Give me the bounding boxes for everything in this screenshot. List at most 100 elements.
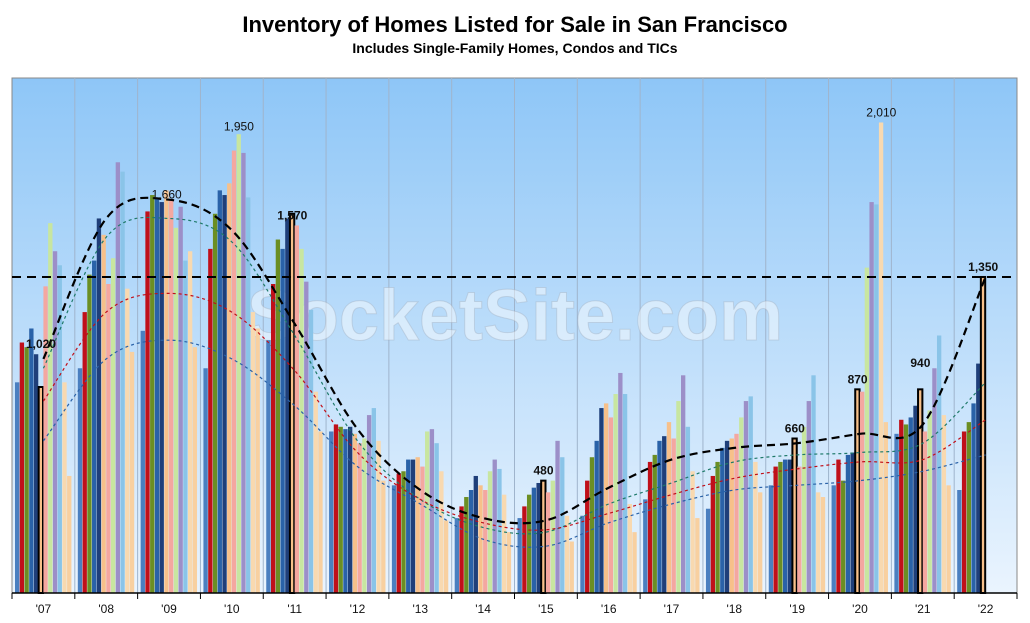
bar [304, 281, 309, 593]
x-tick-label: '15 [538, 602, 554, 616]
bar [854, 388, 861, 594]
x-tick-label: '13 [412, 602, 428, 616]
bar [564, 515, 570, 593]
bar [348, 426, 353, 593]
bar [429, 429, 435, 593]
bar [734, 433, 739, 593]
watermark-text: SocketSite.com [247, 276, 783, 356]
x-axis: '07 '08 '09 '10 '11 '12 '13 '14 '15 '16 '17 '18 '19 '… [11, 592, 1018, 616]
bar [720, 447, 725, 593]
bar [894, 433, 899, 593]
x-tick-label: '21 [915, 602, 931, 616]
bar [19, 342, 25, 593]
bar [869, 202, 874, 593]
bar [647, 461, 653, 593]
bar [43, 286, 48, 593]
bar [550, 480, 555, 593]
bar [159, 202, 164, 593]
data-label: 2,010 [866, 106, 896, 120]
bar [241, 152, 246, 593]
bar [96, 218, 102, 593]
bar [150, 195, 155, 594]
bar [420, 466, 425, 593]
bar [352, 433, 358, 593]
x-tick-label: '08 [98, 602, 114, 616]
data-label: 480 [533, 464, 553, 478]
bar [120, 171, 125, 593]
bar [443, 520, 449, 593]
bar [864, 267, 870, 593]
bar [666, 422, 672, 593]
bar [845, 454, 851, 593]
bar [425, 431, 430, 593]
bar [313, 391, 318, 593]
x-tick-label: '09 [161, 602, 177, 616]
bar [187, 251, 193, 594]
bar [183, 260, 188, 593]
bar [859, 391, 865, 593]
bar [492, 459, 497, 593]
trend-line-dotted-teal [42, 216, 987, 535]
bar [92, 260, 97, 593]
bar [555, 440, 560, 593]
bar [917, 388, 924, 594]
bar [343, 429, 348, 593]
bar [883, 422, 888, 593]
bar [192, 347, 198, 593]
bar [946, 485, 951, 593]
bar [569, 541, 574, 593]
bar [768, 485, 774, 593]
bar [676, 401, 681, 593]
bar [459, 506, 464, 593]
bar [627, 504, 632, 593]
x-tick-label: '07 [36, 602, 52, 616]
bar [685, 426, 691, 593]
trend-line-dotted-blue [42, 339, 986, 548]
bar [705, 508, 711, 593]
trend-lines [42, 196, 987, 548]
bar [288, 212, 296, 595]
bar [961, 431, 967, 593]
bar [255, 328, 260, 593]
bar [526, 494, 532, 593]
bar [280, 248, 285, 593]
bar [878, 122, 884, 593]
bar [464, 497, 469, 593]
x-tick-label: '10 [224, 602, 240, 616]
bar [540, 479, 547, 595]
bar [178, 206, 183, 593]
bar [82, 312, 87, 593]
bar [270, 284, 276, 593]
bar [657, 440, 662, 593]
bar [164, 190, 169, 594]
bar [594, 440, 599, 593]
bar [250, 312, 256, 593]
bar [140, 330, 145, 593]
bar [580, 515, 585, 593]
x-tick-label: '14 [475, 602, 491, 616]
bar [77, 368, 83, 593]
bar [173, 227, 179, 593]
bar [391, 485, 397, 593]
bar [603, 403, 609, 593]
bar [797, 466, 802, 593]
bar [478, 485, 483, 593]
bar [536, 482, 541, 593]
data-label: 1,950 [224, 120, 254, 134]
bar [836, 459, 841, 593]
bar [941, 415, 947, 593]
bar [927, 410, 932, 593]
bar [434, 443, 439, 593]
bar [816, 492, 821, 593]
bar [415, 457, 420, 593]
bar [748, 396, 753, 593]
bar [936, 335, 942, 593]
bar [599, 408, 604, 593]
bar [33, 354, 39, 593]
bar [236, 134, 241, 593]
bar [24, 347, 29, 593]
bar [246, 197, 251, 593]
bar [724, 440, 730, 593]
data-label: 1,350 [968, 260, 998, 274]
